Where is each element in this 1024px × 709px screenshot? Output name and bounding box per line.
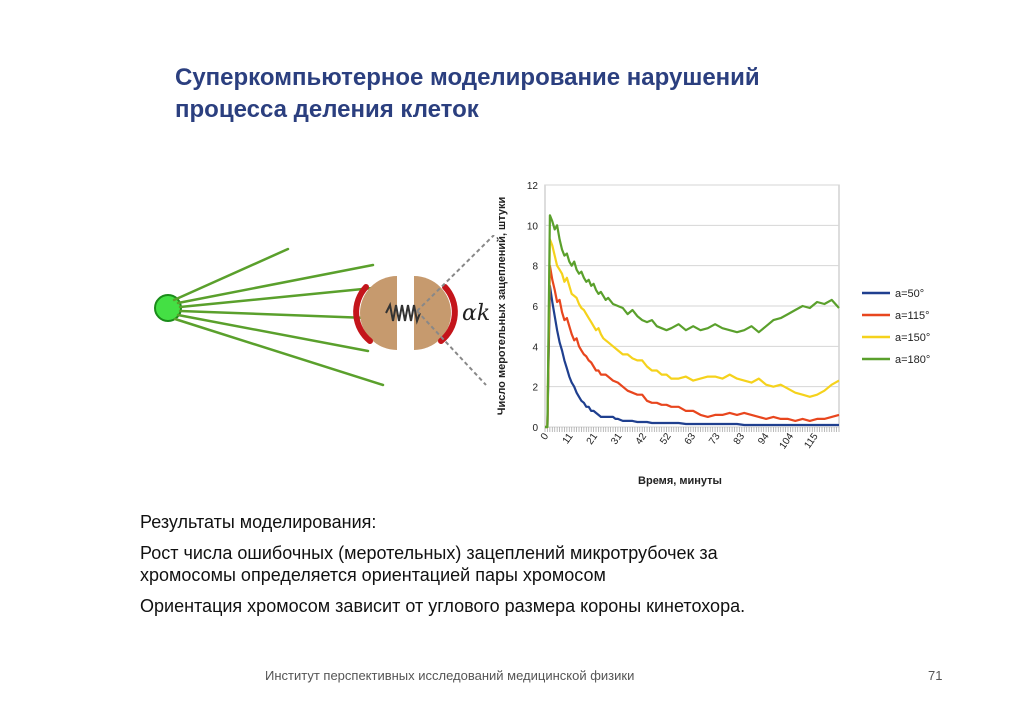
- x-tick-label: 94: [756, 431, 772, 447]
- microtubule: [178, 309, 370, 320]
- y-tick-label: 2: [532, 383, 538, 394]
- x-axis-ticks: 0 11 21 31 42 52 63 73 83 94 104 115: [539, 427, 840, 451]
- cohesion-spring: [385, 301, 421, 325]
- legend-label: a=115°: [895, 310, 929, 322]
- grid: [545, 184, 839, 428]
- series-line: [545, 238, 840, 429]
- y-tick-label: 12: [527, 181, 539, 192]
- legend-label: a=180°: [895, 354, 930, 366]
- results-paragraph-1: Рост числа ошибочных (меротельных) зацеп…: [140, 542, 900, 586]
- footer-institute: Институт перспективных исследований меди…: [265, 668, 635, 683]
- microtubule: [172, 247, 290, 302]
- x-tick-label: 104: [778, 431, 797, 451]
- chromatid-left: [360, 276, 397, 350]
- chromatid-right: [414, 276, 451, 350]
- x-axis-label: Время, минуты: [638, 475, 722, 487]
- chromosome-diagram: αk: [154, 235, 495, 387]
- series-line: [545, 264, 840, 429]
- microtubule: [178, 286, 375, 309]
- page-number: 71: [928, 668, 943, 683]
- results-paragraph-1-line-2: хромосомы определяется ориентацией пары …: [140, 565, 606, 585]
- slide-title: Суперкомпьютерное моделирование нарушени…: [175, 62, 935, 126]
- title-line-2: процесса деления клеток: [175, 96, 479, 123]
- y-tick-label: 10: [527, 221, 539, 232]
- results-heading: Результаты моделирования:: [140, 512, 377, 532]
- x-tick-label: 42: [634, 431, 650, 447]
- angle-indicator: [416, 235, 495, 386]
- kinetochore-corona-left: [353, 284, 373, 344]
- series-line: [545, 284, 839, 429]
- y-axis-label: Число меротельных зацеплений, штуки: [496, 197, 508, 416]
- y-axis-ticks: 0 2 4 6 8 10 12: [527, 181, 539, 434]
- x-tick-label: 21: [585, 431, 601, 447]
- microtubule: [173, 317, 385, 387]
- y-tick-label: 4: [532, 342, 538, 353]
- results-paragraph-1-line-1: Рост числа ошибочных (меротельных) зацеп…: [140, 543, 718, 563]
- x-tick-label: 31: [609, 431, 625, 447]
- x-tick-label: 11: [561, 431, 576, 446]
- results-text: Результаты моделирования: Рост числа оши…: [140, 511, 900, 626]
- legend: a=50° a=115° a=150° a=180°: [862, 288, 930, 366]
- x-tick-label: 73: [707, 431, 723, 447]
- x-tick-label: 0: [539, 431, 551, 442]
- microtubules: [172, 247, 385, 387]
- title-line-1: Суперкомпьютерное моделирование нарушени…: [175, 64, 760, 91]
- x-tick-label: 115: [802, 431, 820, 451]
- x-tick-label: 83: [732, 431, 748, 447]
- angle-label: αk: [462, 301, 490, 326]
- y-tick-label: 8: [532, 262, 538, 273]
- results-paragraph-2: Ориентация хромосом зависит от углового …: [140, 596, 746, 616]
- series-line: [545, 214, 840, 429]
- y-tick-label: 0: [532, 423, 538, 434]
- x-tick-label: 63: [683, 431, 699, 447]
- x-tick-label: 52: [658, 431, 674, 447]
- microtubule: [176, 313, 370, 353]
- microtubule: [176, 263, 375, 305]
- legend-label: a=50°: [895, 288, 924, 300]
- mero-attachments-chart: 0 2 4 6 8 10 12 0 11 21 31 42 52 63 73 83 94 104 115 a=50…: [496, 181, 930, 487]
- legend-label: a=150°: [895, 332, 930, 344]
- y-tick-label: 6: [532, 302, 538, 313]
- series-lines: [545, 214, 840, 429]
- kinetochore-corona-right: [438, 284, 458, 344]
